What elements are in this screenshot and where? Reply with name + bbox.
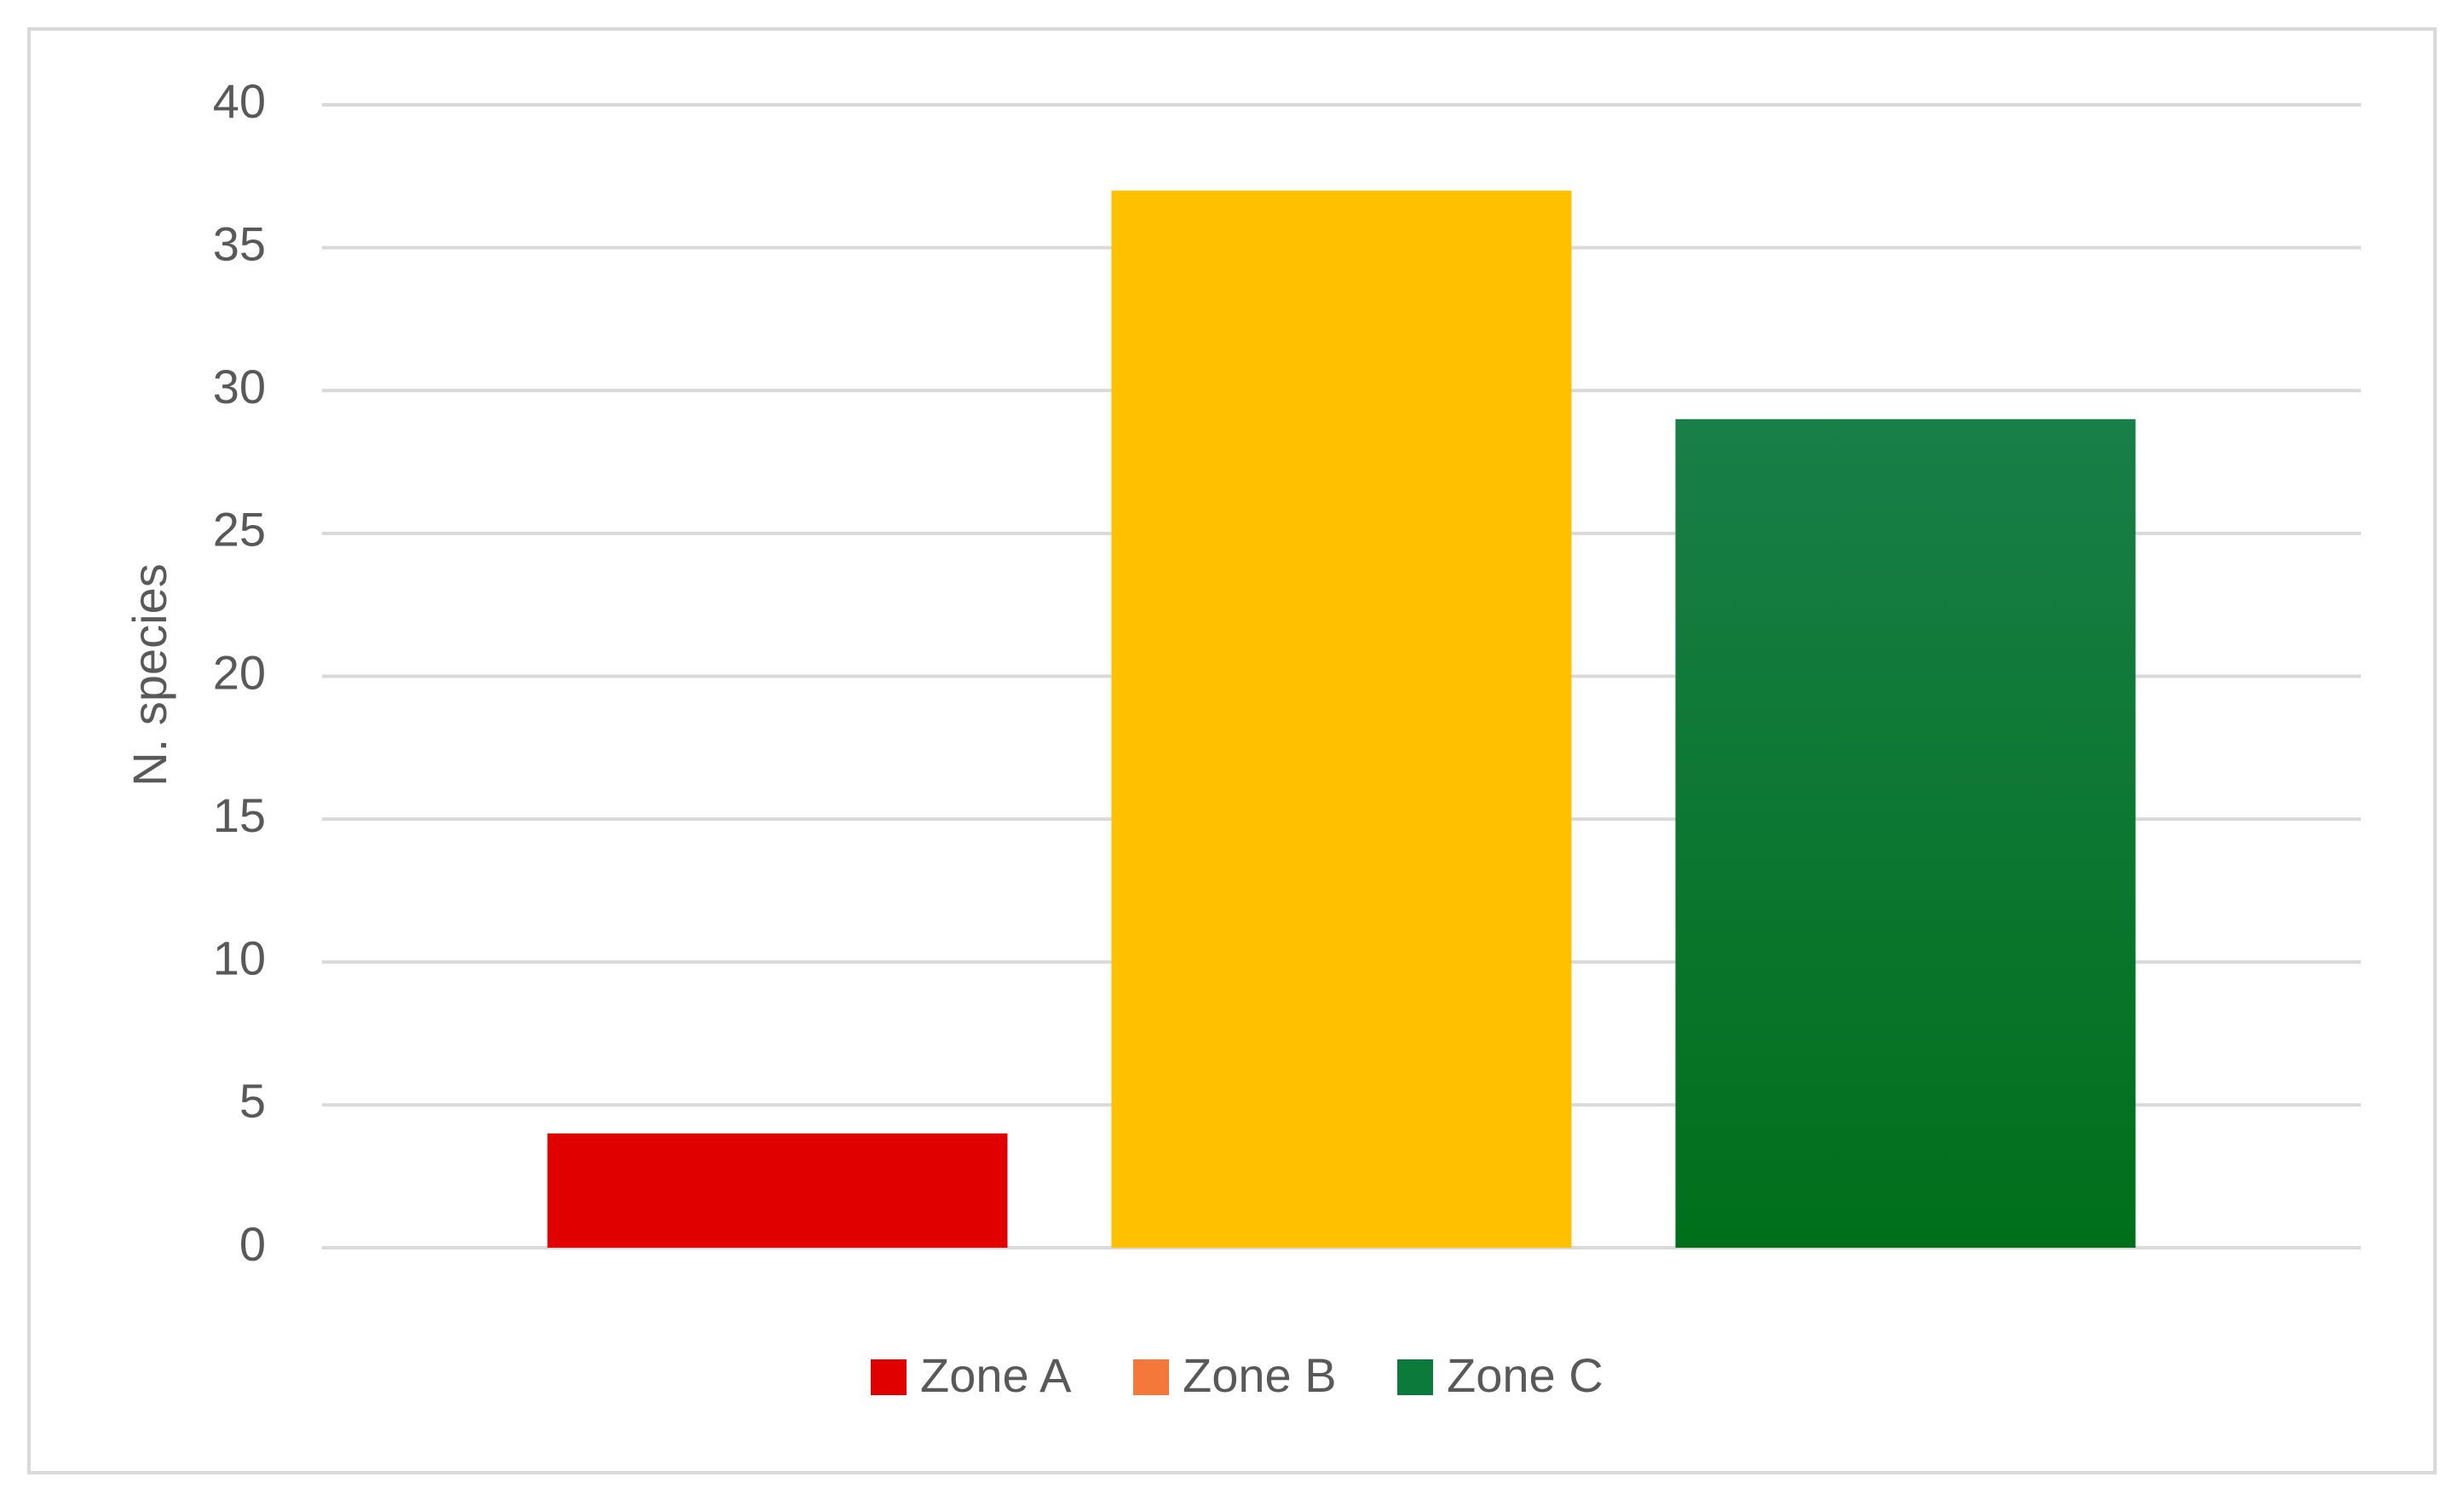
bar: [547, 1133, 1008, 1248]
legend-label: Zone C: [1447, 1348, 1603, 1402]
bar: [1111, 190, 1572, 1249]
y-tick-label: 20: [213, 645, 266, 699]
legend-swatch: [1397, 1359, 1433, 1395]
y-tick-label: 40: [213, 74, 266, 128]
y-tick-label: 10: [213, 932, 266, 985]
y-tick-label: 25: [213, 503, 266, 557]
bar: [1675, 418, 2136, 1248]
legend-label: Zone B: [1183, 1348, 1337, 1402]
y-tick-label: 30: [213, 360, 266, 413]
y-axis-label: N. species: [123, 563, 176, 786]
y-tick-label: 35: [213, 216, 266, 270]
y-tick-label: 15: [213, 788, 266, 842]
y-tick-label: 0: [239, 1217, 266, 1271]
legend-swatch: [871, 1359, 907, 1395]
y-tick-label: 5: [239, 1074, 266, 1128]
legend-label: Zone A: [920, 1348, 1072, 1402]
legend-swatch: [1133, 1359, 1169, 1395]
